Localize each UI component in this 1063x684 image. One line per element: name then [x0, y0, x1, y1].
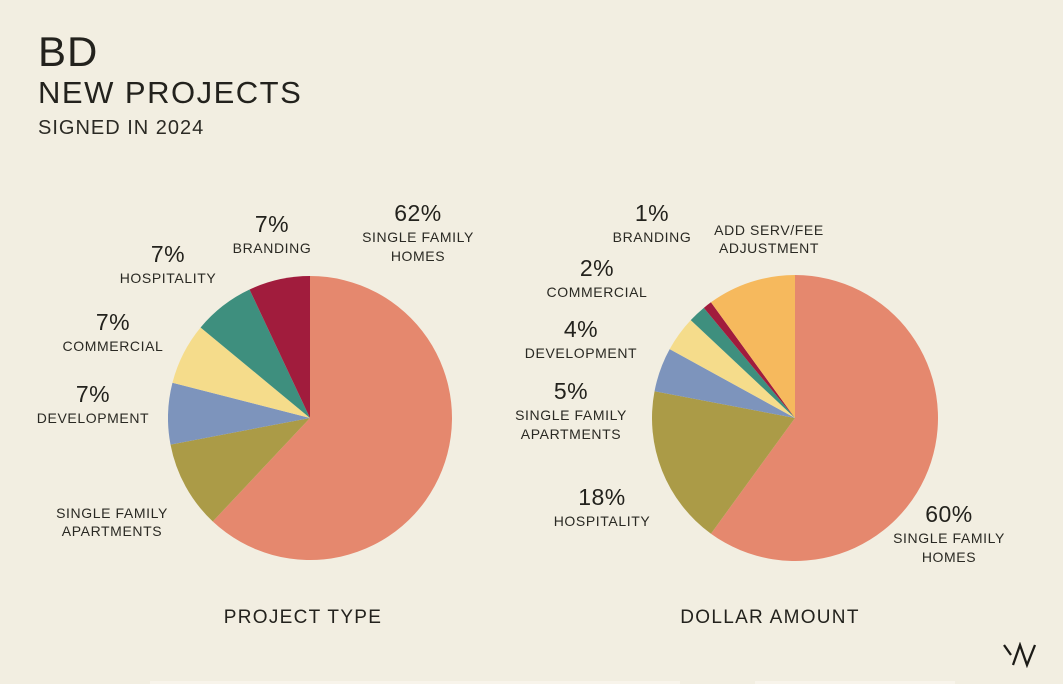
pct-value: 7% — [254, 211, 290, 237]
pie-slice-development[interactable] — [669, 320, 795, 418]
pct-value: 1% — [634, 200, 670, 226]
pct-value: 7% — [95, 309, 131, 335]
slice-name: SINGLE FAMILY APARTMENTS — [56, 505, 168, 540]
da-label-hospitality: 18% HOSPITALITY — [554, 484, 651, 531]
da-label-development: 4% DEVELOPMENT — [525, 316, 637, 363]
pie-slice-development[interactable] — [168, 382, 310, 445]
pie-slice-single-family-apartments[interactable] — [654, 349, 795, 418]
pct-value: 7% — [150, 241, 186, 267]
slice-name: SINGLE FAMILY HOMES — [362, 229, 474, 264]
pie-slice-single-family-homes[interactable] — [212, 276, 452, 560]
pt-label-development: 7% DEVELOPMENT — [37, 381, 149, 428]
pct-value: 2% — [579, 255, 615, 281]
dollar-amount-pie — [652, 275, 938, 561]
dollar-amount-chart-title: DOLLAR AMOUNT — [680, 607, 860, 628]
pt-label-single-family-homes: 62% SINGLE FAMILY HOMES — [350, 200, 486, 265]
slice-name: SINGLE FAMILY HOMES — [893, 530, 1005, 565]
slice-name: HOSPITALITY — [553, 513, 651, 530]
slide-header: BD NEW PROJECTS SIGNED IN 2024 — [38, 28, 303, 140]
pie-slice-add-serv-fee-adjustment[interactable] — [710, 275, 795, 418]
slice-name: ADD SERV/FEE ADJUSTMENT — [714, 222, 824, 257]
project-type-pie — [168, 276, 452, 560]
pie-slice-branding[interactable] — [703, 302, 795, 418]
pt-label-hospitality: 7% HOSPITALITY — [120, 241, 217, 288]
slice-name: BRANDING — [612, 229, 692, 246]
page-dateline: SIGNED IN 2024 — [38, 117, 205, 140]
pie-slice-single-family-apartments[interactable] — [170, 418, 310, 522]
da-label-single-family-apartments: 5% SINGLE FAMILY APARTMENTS — [503, 378, 639, 443]
pie-slice-hospitality[interactable] — [200, 289, 310, 418]
pie-slice-single-family-homes[interactable] — [710, 275, 938, 561]
slice-name: SINGLE FAMILY APARTMENTS — [515, 407, 627, 442]
pie-slice-hospitality[interactable] — [652, 391, 795, 534]
pie-slice-commercial[interactable] — [172, 327, 310, 418]
slice-name: DEVELOPMENT — [36, 410, 150, 427]
slice-name: COMMERCIAL — [62, 338, 164, 355]
bottom-crop-artifact — [150, 681, 680, 684]
da-label-single-family-homes: 60% SINGLE FAMILY HOMES — [881, 501, 1017, 566]
pct-value: 60% — [925, 501, 973, 527]
pt-label-commercial: 7% COMMERCIAL — [63, 309, 164, 356]
page-title: BD — [38, 28, 99, 75]
da-label-add-serv-fee-adjustment: ADD SERV/FEE ADJUSTMENT — [694, 219, 844, 257]
da-label-commercial: 2% COMMERCIAL — [547, 255, 648, 302]
project-type-chart-title: PROJECT TYPE — [223, 607, 383, 628]
pct-value: 18% — [578, 484, 626, 510]
pt-label-single-family-apartments: SINGLE FAMILY APARTMENTS — [44, 502, 180, 540]
slice-name: HOSPITALITY — [119, 270, 217, 287]
pie-slice-branding[interactable] — [249, 276, 310, 418]
pct-value: 5% — [553, 378, 589, 404]
pct-value: 4% — [563, 316, 599, 342]
pt-label-branding: 7% BRANDING — [233, 211, 312, 258]
da-label-branding: 1% BRANDING — [613, 200, 692, 247]
slice-name: DEVELOPMENT — [524, 345, 638, 362]
slice-name: COMMERCIAL — [546, 284, 648, 301]
pct-value: 62% — [394, 200, 442, 226]
pct-value: 7% — [75, 381, 111, 407]
pie-slice-commercial[interactable] — [690, 307, 795, 418]
w-logo-icon — [1003, 642, 1037, 668]
bottom-crop-artifact — [755, 681, 955, 684]
page-subtitle: NEW PROJECTS — [38, 75, 303, 111]
slice-name: BRANDING — [232, 240, 312, 257]
